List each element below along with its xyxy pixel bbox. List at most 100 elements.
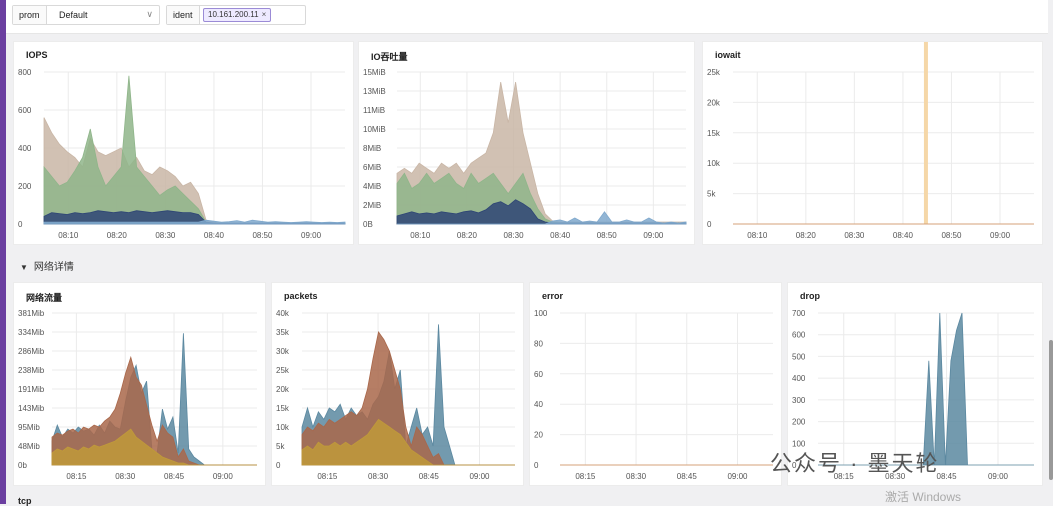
y-tick-label: 35k bbox=[276, 328, 290, 337]
y-tick-label: 48Mib bbox=[18, 442, 40, 451]
panel-title: error bbox=[542, 291, 564, 301]
x-tick-label: 08:40 bbox=[550, 231, 571, 240]
y-tick-label: 238Mib bbox=[18, 366, 45, 375]
x-tick-label: 08:40 bbox=[204, 231, 225, 240]
x-tick-label: 08:45 bbox=[419, 472, 440, 481]
y-tick-label: 0b bbox=[18, 461, 27, 470]
close-icon[interactable]: × bbox=[261, 10, 267, 19]
panel-title: iowait bbox=[715, 50, 741, 60]
y-tick-label: 15MiB bbox=[363, 68, 386, 77]
y-tick-label: 80 bbox=[534, 339, 543, 348]
x-tick-label: 08:45 bbox=[677, 472, 698, 481]
x-tick-label: 08:15 bbox=[66, 472, 87, 481]
drop-chart: 700 600 500 400 300 200 100 0 08:15 08:30 08:45 09:… bbox=[792, 309, 1034, 481]
x-tick-label: 08:30 bbox=[626, 472, 647, 481]
net-traffic-chart: 381Mib 334Mib 286Mib 238Mib 191Mib 143Mib 95Mi… bbox=[18, 309, 257, 481]
y-tick-label: 334Mib bbox=[18, 328, 45, 337]
scrollbar[interactable] bbox=[1049, 340, 1053, 480]
panel-title: drop bbox=[800, 291, 820, 301]
x-tick-label: 08:10 bbox=[58, 231, 79, 240]
x-tick-label: 09:00 bbox=[990, 231, 1011, 240]
panel-title: IOPS bbox=[26, 50, 48, 60]
x-tick-label: 08:10 bbox=[410, 231, 431, 240]
y-tick-label: 600 bbox=[18, 106, 32, 115]
bar-mark bbox=[923, 42, 928, 224]
series-area bbox=[43, 219, 346, 225]
panel-title: IO吞吐量 bbox=[371, 52, 408, 62]
x-tick-label: 09:00 bbox=[301, 231, 322, 240]
y-tick-label: 15k bbox=[707, 129, 721, 138]
y-tick-label: 0 bbox=[18, 220, 23, 229]
watermark-account: 公众号 · 墨天轮 bbox=[770, 451, 940, 476]
y-tick-label: 10k bbox=[707, 159, 721, 168]
panel-title-tcp: tcp bbox=[18, 496, 32, 506]
x-tick-label: 09:00 bbox=[469, 472, 490, 481]
collapse-arrow-icon[interactable]: ▼ bbox=[20, 263, 28, 272]
y-tick-label: 13MiB bbox=[363, 87, 386, 96]
x-tick-label: 08:20 bbox=[457, 231, 478, 240]
x-tick-label: 08:20 bbox=[107, 231, 128, 240]
y-tick-label: 0 bbox=[534, 461, 539, 470]
panel-title: 网络流量 bbox=[26, 293, 63, 303]
io-throughput-chart: 15MiB 13MiB 11MiB 10MiB 8MiB 6MiB 4MiB 2MiB 0B 08… bbox=[363, 68, 687, 240]
x-tick-label: 08:15 bbox=[834, 472, 855, 481]
y-tick-label: 10k bbox=[276, 423, 290, 432]
y-tick-label: 0B bbox=[363, 220, 373, 229]
x-tick-label: 08:50 bbox=[597, 231, 618, 240]
chevron-down-icon[interactable]: ∨ bbox=[146, 9, 153, 19]
y-tick-label: 25k bbox=[707, 68, 721, 77]
y-tick-label: 4MiB bbox=[363, 182, 381, 191]
prom-value: Default bbox=[59, 10, 88, 20]
y-tick-label: 800 bbox=[18, 68, 32, 77]
section-network-details[interactable]: ▼ 网络详情 bbox=[20, 258, 74, 273]
x-tick-label: 08:20 bbox=[796, 231, 817, 240]
x-tick-label: 08:15 bbox=[575, 472, 596, 481]
y-tick-label: 200 bbox=[18, 182, 32, 191]
y-tick-label: 40k bbox=[276, 309, 290, 318]
y-tick-label: 0 bbox=[707, 220, 712, 229]
y-tick-label: 200 bbox=[792, 418, 806, 427]
ident-select[interactable]: ident 10.161.200.11 × bbox=[166, 5, 306, 25]
series-area bbox=[51, 428, 257, 466]
filter-bar: prom Default ∨ ident 10.161.200.11 × bbox=[6, 0, 1048, 34]
panel-iowait: iowait 25k 20k 15k 10k 5k 0 08:10 08:20 08:30 08:… bbox=[702, 41, 1043, 245]
y-tick-label: 0 bbox=[792, 461, 797, 470]
y-tick-label: 100 bbox=[534, 309, 548, 318]
y-tick-label: 25k bbox=[276, 366, 290, 375]
prom-label: prom bbox=[13, 6, 47, 24]
y-tick-label: 300 bbox=[792, 396, 806, 405]
y-tick-label: 20 bbox=[534, 431, 543, 440]
ident-tag-label: 10.161.200.11 bbox=[208, 10, 259, 19]
y-tick-label: 400 bbox=[18, 144, 32, 153]
y-tick-label: 400 bbox=[792, 374, 806, 383]
x-tick-label: 08:30 bbox=[885, 472, 906, 481]
series-area bbox=[397, 211, 687, 225]
x-tick-label: 08:30 bbox=[844, 231, 865, 240]
x-tick-label: 08:30 bbox=[155, 231, 176, 240]
x-tick-label: 08:30 bbox=[115, 472, 136, 481]
section-title: 网络详情 bbox=[33, 262, 74, 273]
windows-activation-watermark: 激活 Windows bbox=[885, 490, 962, 504]
iowait-chart: 25k 20k 15k 10k 5k 0 08:10 08:20 08:30 08:40 08:50… bbox=[707, 42, 1034, 240]
x-tick-label: 09:00 bbox=[643, 231, 664, 240]
ident-label: ident bbox=[167, 6, 200, 24]
y-tick-label: 10MiB bbox=[363, 125, 386, 134]
x-tick-label: 08:40 bbox=[893, 231, 914, 240]
ident-tag[interactable]: 10.161.200.11 × bbox=[203, 8, 272, 22]
y-tick-label: 600 bbox=[792, 331, 806, 340]
x-tick-label: 08:30 bbox=[504, 231, 525, 240]
y-tick-label: 500 bbox=[792, 352, 806, 361]
x-tick-label: 09:00 bbox=[213, 472, 234, 481]
y-tick-label: 30k bbox=[276, 347, 290, 356]
y-tick-label: 60 bbox=[534, 370, 543, 379]
panel-packets: packets 40k 35k 30k 25k 20k 15k 10k 5k 0 08:15 08:… bbox=[271, 282, 524, 486]
iops-chart: 800 600 400 200 0 08:10 08:20 08:30 08:40 08:50 09… bbox=[18, 68, 346, 240]
left-accent-bar bbox=[0, 0, 6, 504]
series-area bbox=[301, 418, 515, 466]
x-tick-label: 08:45 bbox=[937, 472, 958, 481]
error-chart: 100 80 60 40 20 0 08:15 08:30 08:45 09:00 bbox=[534, 309, 773, 481]
prom-select[interactable]: prom Default ∨ bbox=[12, 5, 160, 25]
x-tick-label: 09:00 bbox=[727, 472, 748, 481]
panel-error: error 100 80 60 40 20 0 08:15 08:30 08:45 09:00 bbox=[529, 282, 782, 486]
y-tick-label: 20k bbox=[707, 98, 721, 107]
